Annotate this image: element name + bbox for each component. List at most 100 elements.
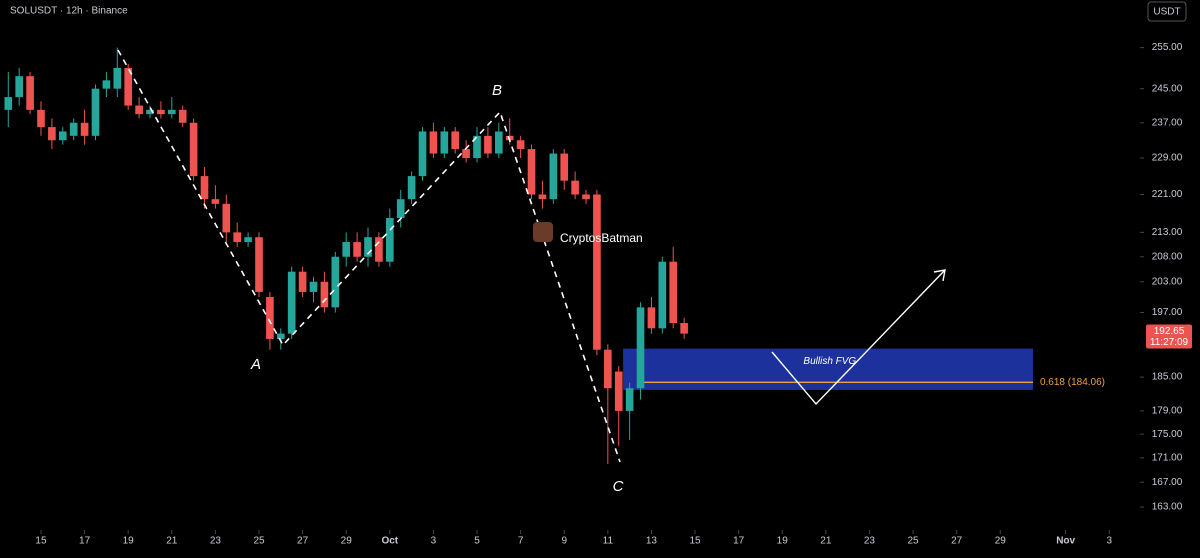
candle-body xyxy=(473,135,481,159)
candle-body xyxy=(15,76,24,98)
y-tick-label: 197.00 xyxy=(1152,307,1183,318)
wave-label: C xyxy=(613,478,624,495)
candle-body xyxy=(4,97,13,110)
candle-body xyxy=(178,109,187,123)
y-tick-label: 167.00 xyxy=(1152,477,1183,488)
candle-body xyxy=(636,307,645,389)
candle-body xyxy=(614,371,623,411)
candle-body xyxy=(484,135,492,154)
fvg-zone xyxy=(623,348,1033,390)
candle-body xyxy=(244,237,252,243)
candle-body xyxy=(287,271,296,334)
candle-body xyxy=(91,88,100,136)
fvg-label: Bullish FVG xyxy=(803,356,856,367)
candle-body xyxy=(298,271,307,292)
candle-body xyxy=(233,232,242,243)
candle-body xyxy=(451,131,460,150)
watermark: CryptosBatman xyxy=(560,231,643,245)
candle-body xyxy=(69,122,78,136)
last-price-tag xyxy=(1146,324,1192,349)
candle-body xyxy=(647,307,656,329)
candle-body xyxy=(146,109,154,115)
candle-body xyxy=(604,349,612,389)
plot: 255.00 245.00 237.00 229.00 221.00 213.00 208.… xyxy=(4,42,1183,547)
x-tick-label: 25 xyxy=(253,536,265,547)
x-tick-label: 5 xyxy=(474,536,480,547)
x-tick-label: 23 xyxy=(210,536,222,547)
watermark-icon xyxy=(533,222,553,242)
projection-arrowhead xyxy=(933,269,946,282)
x-tick-label: 19 xyxy=(777,536,789,547)
last-price-timer: 11:27:09 xyxy=(1150,337,1189,348)
candle-body xyxy=(429,131,438,154)
candle-body xyxy=(516,140,525,150)
y-tick-label: 245.00 xyxy=(1152,83,1183,94)
candle-body xyxy=(102,80,111,89)
candle-body xyxy=(353,242,361,257)
currency-box[interactable] xyxy=(1147,1,1187,22)
y-tick-label: 208.00 xyxy=(1152,251,1183,262)
x-tick-label: 29 xyxy=(341,536,353,547)
x-tick-label: 27 xyxy=(951,536,963,547)
x-tick-label: 7 xyxy=(518,536,524,547)
candle-body xyxy=(396,199,405,219)
candle-body xyxy=(549,153,558,200)
projection-path xyxy=(771,269,946,406)
currency[interactable]: USDT xyxy=(1153,7,1180,18)
candle-body xyxy=(571,180,579,195)
candle-body xyxy=(625,388,634,411)
candle-body xyxy=(527,149,536,195)
x-tick-label: 3 xyxy=(431,536,437,547)
candle-body xyxy=(211,199,220,204)
candle-body xyxy=(48,127,56,141)
x-tick-label: 17 xyxy=(79,536,91,547)
x-tick-label: 23 xyxy=(864,536,876,547)
candle-body xyxy=(80,122,89,136)
y-tick-label: 213.00 xyxy=(1152,227,1183,238)
x-tick-label: 9 xyxy=(561,536,567,547)
x-tick-label: 19 xyxy=(123,536,135,547)
y-tick-label: 171.00 xyxy=(1152,453,1183,464)
y-tick-label: 179.00 xyxy=(1152,406,1183,417)
candle-body xyxy=(407,176,416,200)
last-price: 192.65 xyxy=(1154,326,1185,337)
x-tick-label: 27 xyxy=(297,536,309,547)
candle-body xyxy=(680,323,688,334)
chart-title: SOLUSDT · 12h · Binance xyxy=(10,6,128,17)
candle-body xyxy=(189,122,198,177)
x-tick-label: 13 xyxy=(646,536,658,547)
candle-body xyxy=(266,297,274,339)
y-tick-label: 255.00 xyxy=(1152,42,1183,53)
candle-body xyxy=(320,281,329,308)
y-tick-label: 237.00 xyxy=(1152,117,1183,128)
candle-body xyxy=(167,109,176,115)
candle-body xyxy=(538,194,547,200)
y-tick-label: 229.00 xyxy=(1152,153,1183,164)
candle-body xyxy=(440,131,449,154)
x-tick-label: 25 xyxy=(907,536,919,547)
candle-body xyxy=(462,149,470,159)
x-tick-label: 29 xyxy=(995,536,1007,547)
y-tick-label: 185.00 xyxy=(1152,372,1183,383)
x-tick-label: 21 xyxy=(820,536,832,547)
x-tick-label: 15 xyxy=(689,536,701,547)
y-tick-label: 163.00 xyxy=(1152,502,1183,513)
wave-label: A xyxy=(250,356,261,373)
candle-body xyxy=(375,237,383,262)
candle-body xyxy=(222,203,231,233)
x-tick-label: 11 xyxy=(603,536,614,547)
candle-body xyxy=(135,105,143,115)
candle-body xyxy=(418,131,427,177)
candle-body xyxy=(342,242,351,257)
candle-body xyxy=(385,218,394,262)
y-tick-label: 203.00 xyxy=(1152,276,1183,287)
candle-body xyxy=(37,109,45,128)
wave-path xyxy=(117,49,621,463)
candle-body xyxy=(560,153,569,181)
candle-body xyxy=(58,131,67,141)
x-tick-label: 15 xyxy=(35,536,47,547)
candle-body xyxy=(255,237,263,292)
fib-label: 0.618 (184.06) xyxy=(1040,377,1105,388)
candle-body xyxy=(331,256,340,308)
